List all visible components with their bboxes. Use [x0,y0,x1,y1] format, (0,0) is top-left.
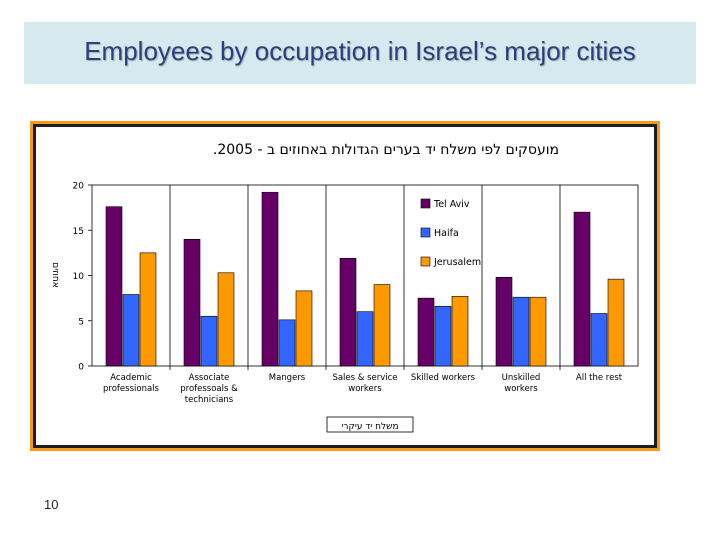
bar-tel-aviv [573,211,591,367]
x-tick-label: All the rest [576,373,623,383]
bar-jerusalem [373,284,391,367]
y-tick-label: 0 [78,363,84,373]
legend-label: Tel Aviv [433,199,470,210]
bar-tel-aviv [495,277,513,367]
legend-swatch [420,198,431,209]
legend-label: Haifa [434,228,459,239]
bar-haifa [356,311,374,367]
bar-tel-aviv [105,206,123,367]
x-tick-label: Sales & service workers [332,373,397,394]
bar-jerusalem [295,290,313,367]
legend: Tel Aviv Haifa Jerusalem [420,198,481,268]
bar-haifa [512,296,530,367]
legend-swatch [420,227,431,238]
bar-haifa [122,294,140,367]
bar-tel-aviv [183,239,201,367]
x-tick-label: Mangers [269,373,306,383]
bar-jerusalem [529,296,547,367]
bar-tel-aviv [261,191,279,367]
y-tick-label: 5 [78,317,84,327]
x-tick-label: Unskilled workers [502,373,541,394]
plot-area: 0 5 10 15 20 Academic professionals Associate pr… [73,182,639,405]
y-tick-label: 15 [73,227,84,237]
chart-border: מועסקים לפי משלח יד בערים הגדולות באחוזי… [33,124,657,448]
bar-haifa [434,305,452,367]
bar-jerusalem [607,278,625,367]
bar-haifa [200,315,218,367]
x-axis-title-box [326,416,414,433]
bar-chart: מועסקים לפי משלח יד בערים הגדולות באחוזי… [50,142,639,433]
x-tick-label: Academic professionals [103,373,160,394]
x-tick-label: Skilled workers [411,373,476,383]
legend-label: Jerusalem [433,257,481,268]
page-number: 10 [44,497,59,512]
chart-frame: מועסקים לפי משלח יד בערים הגדולות באחוזי… [30,121,660,451]
bar-jerusalem [139,252,157,367]
y-tick-label: 10 [73,272,85,282]
title-band: Employees by occupation in Israel’s majo… [24,22,696,84]
slide-title: Employees by occupation in Israel’s majo… [84,36,636,66]
x-tick-label: Associate professoals & technicians [180,373,238,405]
bar-haifa [590,313,608,367]
bar-haifa [278,319,296,367]
y-tick-label: 20 [73,182,85,192]
bar-jerusalem [451,296,469,367]
x-axis-title: משלח יד עיקרי [341,422,398,432]
legend-swatch [420,256,431,267]
y-axis-label: אחוזים [50,262,60,287]
bar-tel-aviv [417,297,435,367]
chart-area: מועסקים לפי משלח יד בערים הגדולות באחוזי… [36,127,654,445]
bar-tel-aviv [339,258,357,367]
chart-title: מועסקים לפי משלח יד בערים הגדולות באחוזי… [213,142,559,158]
bar-jerusalem [217,272,235,367]
